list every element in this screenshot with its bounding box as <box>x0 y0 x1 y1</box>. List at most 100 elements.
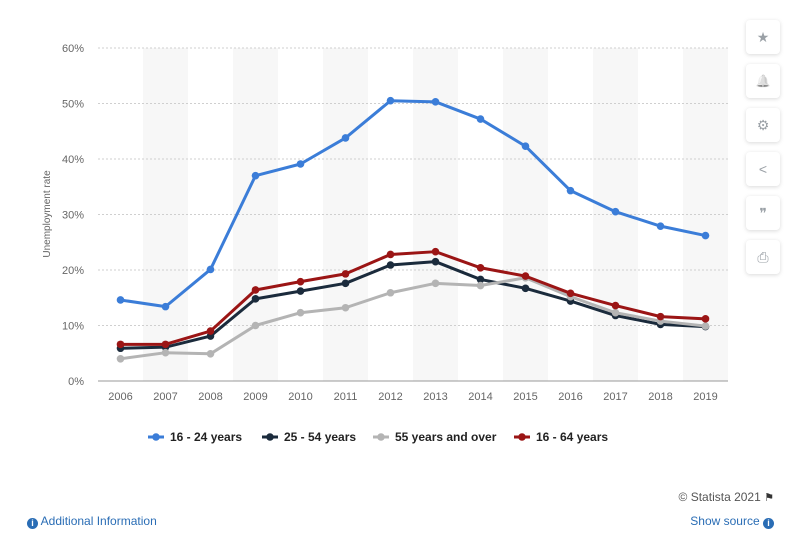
series-line <box>119 276 707 361</box>
data-point[interactable] <box>521 284 530 293</box>
data-point[interactable] <box>656 222 665 230</box>
favorite-button[interactable]: ★ <box>746 20 780 54</box>
legend-item[interactable]: 25 - 54 years <box>262 430 356 444</box>
data-point[interactable] <box>521 272 530 280</box>
y-tick-label: 40% <box>62 154 84 166</box>
star-icon: ★ <box>756 28 770 45</box>
data-point[interactable] <box>161 340 170 349</box>
data-point[interactable] <box>386 261 395 269</box>
data-point[interactable] <box>566 289 575 298</box>
data-point[interactable] <box>161 348 170 357</box>
column-band <box>683 48 728 381</box>
data-point[interactable] <box>701 231 710 240</box>
data-point[interactable] <box>296 308 305 317</box>
column-band <box>323 48 368 381</box>
data-point[interactable] <box>476 275 485 284</box>
copyright: © Statista 2021 ⚑ <box>679 490 774 504</box>
sidebar-toolbar: ★ 🔔 ⚙ < ❞ ⎙ <box>746 20 780 284</box>
data-point[interactable] <box>431 279 440 288</box>
data-point[interactable] <box>701 315 710 323</box>
data-point[interactable] <box>251 171 260 180</box>
x-axis-ticks: 2006 2007 2008 2009 2010 2011 2012 2013 2014 2015… <box>108 391 717 403</box>
data-point[interactable] <box>476 281 485 290</box>
y-axis-ticks: 0% 10% 20% 30% 40% 50% 60% <box>62 43 84 388</box>
additional-information-link[interactable]: i Additional Information <box>27 514 157 529</box>
data-point[interactable] <box>521 142 530 151</box>
share-button[interactable]: < <box>746 152 780 186</box>
data-point[interactable] <box>476 115 485 123</box>
y-tick-label: 0% <box>68 376 84 388</box>
y-tick-label: 60% <box>62 43 84 55</box>
data-point[interactable] <box>251 321 260 330</box>
x-tick-label: 2015 <box>513 391 537 403</box>
flag-icon[interactable]: ⚑ <box>764 492 774 504</box>
data-point[interactable] <box>566 186 575 195</box>
bell-icon: 🔔 <box>755 74 771 88</box>
data-point[interactable] <box>386 96 395 105</box>
data-point[interactable] <box>386 250 395 259</box>
legend: 16 - 24 years 25 - 54 years 55 years and o… <box>148 430 608 444</box>
notification-button[interactable]: 🔔 <box>746 64 780 98</box>
data-point[interactable] <box>251 295 260 303</box>
data-point[interactable] <box>161 302 170 311</box>
column-band <box>143 48 188 381</box>
share-icon: < <box>758 161 768 177</box>
legend-label: 55 years and over <box>395 430 497 444</box>
x-tick-label: 2010 <box>288 391 312 403</box>
data-point[interactable] <box>341 134 350 142</box>
data-point[interactable] <box>206 327 215 335</box>
data-point[interactable] <box>116 355 125 363</box>
gear-icon: ⚙ <box>756 116 770 133</box>
x-tick-label: 2013 <box>423 391 447 403</box>
legend-label: 25 - 54 years <box>284 430 356 444</box>
series-lines <box>116 96 710 363</box>
data-point[interactable] <box>701 322 710 330</box>
legend-item[interactable]: 16 - 64 years <box>514 430 608 444</box>
data-point[interactable] <box>431 98 440 106</box>
data-point[interactable] <box>296 277 305 286</box>
data-point[interactable] <box>296 160 305 168</box>
data-point[interactable] <box>296 287 305 295</box>
legend-marker <box>266 433 274 441</box>
legend-item[interactable]: 16 - 24 years <box>148 430 242 444</box>
data-point[interactable] <box>341 303 350 312</box>
legend-marker <box>377 433 385 441</box>
data-point[interactable] <box>611 301 620 310</box>
data-point[interactable] <box>611 207 620 216</box>
data-point[interactable] <box>476 263 485 272</box>
y-tick-label: 50% <box>62 99 84 111</box>
series-line <box>119 250 707 346</box>
data-point[interactable] <box>206 265 215 274</box>
show-source-link[interactable]: Show source i <box>690 514 774 529</box>
data-point[interactable] <box>341 279 350 288</box>
x-tick-label: 2008 <box>198 391 222 403</box>
legend-label: 16 - 24 years <box>170 430 242 444</box>
cite-button[interactable]: ❞ <box>746 196 780 230</box>
data-point[interactable] <box>116 296 125 304</box>
y-tick-label: 20% <box>62 265 84 277</box>
data-point[interactable] <box>116 340 125 349</box>
settings-button[interactable]: ⚙ <box>746 108 780 142</box>
data-point[interactable] <box>251 286 260 294</box>
additional-information-label: Additional Information <box>40 514 157 528</box>
data-point[interactable] <box>611 308 620 317</box>
data-point[interactable] <box>386 288 395 297</box>
data-point[interactable] <box>206 350 215 358</box>
print-button[interactable]: ⎙ <box>746 240 780 274</box>
data-point[interactable] <box>431 257 440 266</box>
legend-item[interactable]: 55 years and over <box>373 430 497 444</box>
x-tick-label: 2006 <box>108 391 132 403</box>
copyright-text: © Statista 2021 <box>678 490 761 504</box>
x-tick-label: 2018 <box>648 391 672 403</box>
column-band <box>503 48 548 381</box>
data-point[interactable] <box>656 312 665 321</box>
data-point[interactable] <box>431 247 440 256</box>
x-tick-label: 2017 <box>603 391 627 403</box>
quote-icon: ❞ <box>759 204 767 221</box>
print-icon: ⎙ <box>757 248 769 265</box>
info-icon: i <box>763 518 774 529</box>
series-line <box>119 99 707 309</box>
gridlines <box>98 47 728 382</box>
data-point[interactable] <box>341 270 350 278</box>
